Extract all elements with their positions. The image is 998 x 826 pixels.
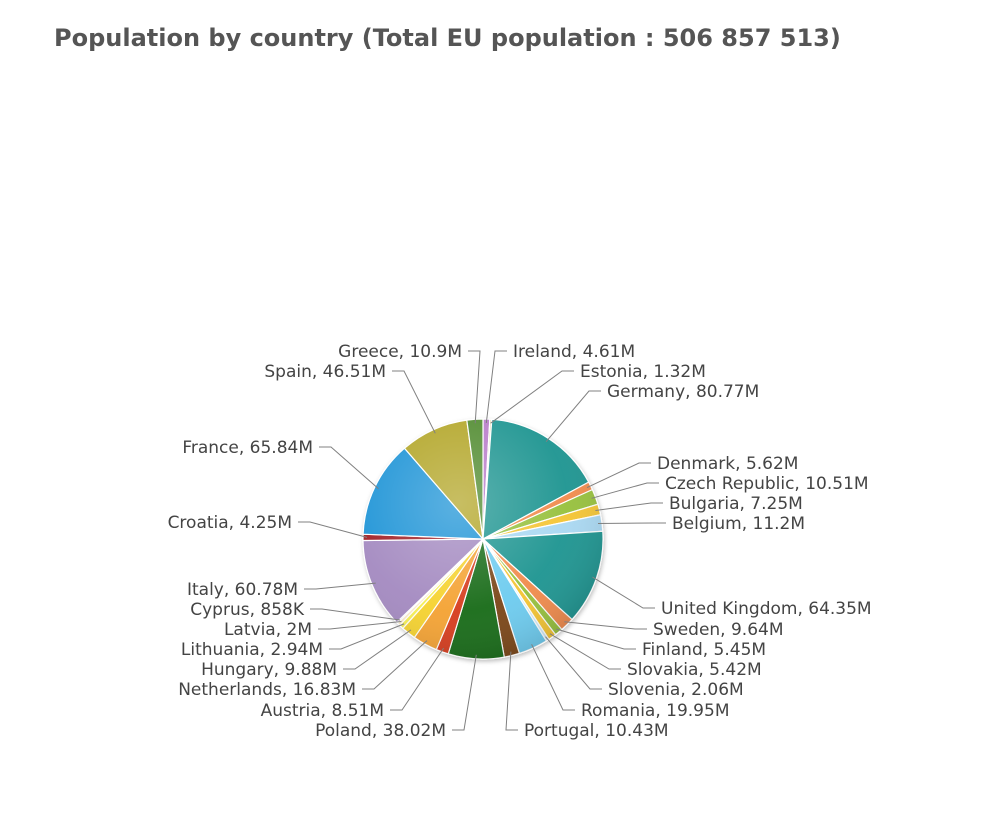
pie-slices	[362, 418, 604, 660]
leader-line-france	[319, 446, 379, 490]
slice-label-france: France, 65.84M	[182, 438, 313, 458]
leader-line-hungary	[343, 629, 412, 670]
slice-label-austria: Austria, 8.51M	[261, 701, 384, 721]
leader-line-denmark	[586, 462, 651, 489]
leader-lines	[298, 350, 666, 731]
slice-label-estonia: Estonia, 1.32M	[580, 362, 706, 382]
leader-line-latvia	[318, 621, 402, 630]
slice-label-finland: Finland, 5.45M	[642, 640, 766, 660]
slice-label-poland: Poland, 38.02M	[315, 721, 446, 741]
slice-label-united-kingdom: United Kingdom, 64.35M	[661, 599, 872, 619]
leader-line-sweden	[564, 621, 647, 630]
leader-line-ireland	[485, 350, 507, 424]
slice-label-czech-republic: Czech Republic, 10.51M	[665, 474, 869, 494]
slice-label-belgium: Belgium, 11.2M	[672, 514, 805, 534]
slice-label-netherlands: Netherlands, 16.83M	[178, 680, 356, 700]
leader-line-portugal	[505, 651, 518, 731]
leader-line-austria	[390, 647, 445, 711]
leader-line-slovenia	[545, 636, 602, 690]
leader-line-netherlands	[362, 640, 428, 690]
slice-label-portugal: Portugal, 10.43M	[524, 721, 669, 741]
leader-line-czech-republic	[591, 482, 659, 499]
leader-line-belgium	[597, 522, 666, 524]
leader-line-estonia	[490, 370, 574, 424]
slice-label-denmark: Denmark, 5.62M	[657, 454, 798, 474]
leader-line-greece	[468, 350, 481, 424]
leader-line-spain	[392, 370, 436, 434]
leader-line-lithuania	[329, 623, 405, 650]
slice-label-lithuania: Lithuania, 2.94M	[181, 640, 323, 660]
chart-title: Population by country (Total EU populati…	[54, 24, 841, 52]
leader-line-finland	[556, 628, 636, 650]
slice-label-croatia: Croatia, 4.25M	[168, 513, 292, 533]
leader-line-romania	[531, 644, 575, 711]
slice-label-bulgaria: Bulgaria, 7.25M	[669, 494, 803, 514]
leader-line-cyprus	[310, 608, 401, 621]
slice-label-hungary: Hungary, 9.88M	[201, 660, 337, 680]
slice-label-cyprus: Cyprus, 858K	[190, 600, 305, 620]
slice-label-latvia: Latvia, 2M	[224, 620, 312, 640]
leader-line-italy	[304, 582, 376, 590]
slice-label-slovenia: Slovenia, 2.06M	[608, 680, 744, 700]
slice-label-sweden: Sweden, 9.64M	[653, 620, 784, 640]
leader-line-germany	[545, 390, 601, 443]
slice-label-spain: Spain, 46.51M	[264, 362, 386, 382]
slice-label-romania: Romania, 19.95M	[581, 701, 729, 721]
slice-label-germany: Germany, 80.77M	[607, 382, 759, 402]
leader-line-bulgaria	[595, 502, 663, 511]
slice-label-greece: Greece, 10.9M	[338, 342, 462, 362]
slice-label-italy: Italy, 60.78M	[187, 580, 298, 600]
slice-label-ireland: Ireland, 4.61M	[513, 342, 635, 362]
slice-label-slovakia: Slovakia, 5.42M	[627, 660, 762, 680]
leader-line-united-kingdom	[592, 576, 655, 609]
leader-line-slovakia	[549, 633, 621, 670]
leader-line-poland	[452, 654, 477, 731]
leader-line-croatia	[298, 521, 368, 538]
